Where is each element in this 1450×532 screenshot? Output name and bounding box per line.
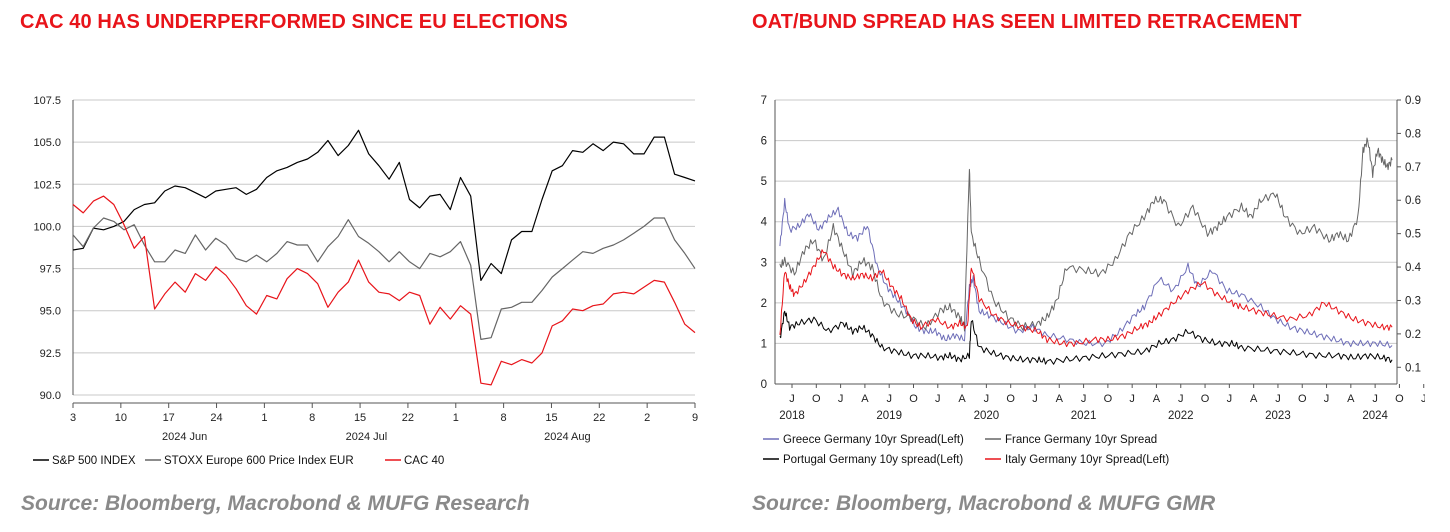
y-left-tick-label: 1 (761, 338, 767, 350)
x-tick-label: 1 (261, 412, 267, 424)
legend-label: S&P 500 INDEX (52, 455, 136, 467)
x-month-tick-label: J (1129, 393, 1135, 405)
y-left-tick-label: 2 (761, 298, 767, 310)
legend-label: France Germany 10yr Spread (1005, 434, 1157, 446)
x-month-tick-label: J (789, 393, 795, 405)
x-month-tick-label: A (1347, 393, 1355, 405)
x-tick-label: 22 (593, 412, 605, 424)
series-line-1 (72, 129, 696, 281)
y-tick-label: 102.5 (33, 179, 61, 191)
legend-label: Greece Germany 10yr Spread(Left) (783, 434, 964, 446)
x-month-tick-label: J (1032, 393, 1038, 405)
series-line-2 (779, 137, 1393, 332)
y-right-tick-label: 0.4 (1405, 262, 1422, 274)
y-right-tick-label: 0.9 (1405, 95, 1421, 107)
x-month-tick-label: A (1056, 393, 1064, 405)
x-month-label: 2024 Jun (162, 431, 207, 443)
legend-label: Italy Germany 10yr Spread(Left) (1005, 454, 1169, 466)
x-tick-label: 3 (70, 412, 76, 424)
y-left-tick-label: 0 (761, 379, 767, 391)
x-year-label: 2021 (1071, 410, 1097, 422)
y-tick-label: 95.0 (40, 306, 61, 318)
x-year-label: 2022 (1168, 410, 1194, 422)
y-tick-label: 105.0 (33, 137, 61, 149)
x-tick-label: 15 (545, 412, 557, 424)
x-tick-label: 24 (210, 412, 222, 424)
x-month-tick-label: J (1275, 393, 1281, 405)
y-right-tick-label: 0.6 (1405, 195, 1421, 207)
legend-label: CAC 40 (404, 455, 444, 467)
series-line-2 (72, 217, 696, 340)
x-tick-label: 1 (453, 412, 459, 424)
x-month-tick-label: A (1250, 393, 1258, 405)
x-month-tick-label: J (886, 393, 892, 405)
x-tick-label: 2 (644, 412, 650, 424)
x-year-label: 2020 (974, 410, 1000, 422)
x-month-label: 2024 Jul (346, 431, 388, 443)
x-month-tick-label: J (935, 393, 941, 405)
x-month-tick-label: A (861, 393, 869, 405)
x-month-tick-label: O (909, 393, 918, 405)
x-month-tick-label: O (1298, 393, 1307, 405)
y-right-tick-label: 0.8 (1405, 128, 1421, 140)
series-line-3 (779, 310, 1393, 365)
x-month-tick-label: J (1081, 393, 1087, 405)
legend-label: STOXX Europe 600 Price Index EUR (164, 455, 354, 467)
legend-label: Portugal Germany 10y spread(Left) (783, 454, 963, 466)
y-tick-label: 92.5 (40, 348, 61, 360)
x-tick-label: 10 (115, 412, 127, 424)
y-left-tick-label: 3 (761, 257, 767, 269)
y-right-tick-label: 0.1 (1405, 362, 1421, 374)
left-chart-title: CAC 40 HAS UNDERPERFORMED SINCE EU ELECT… (20, 11, 568, 33)
x-month-tick-label: O (812, 393, 821, 405)
y-left-tick-label: 4 (761, 217, 768, 229)
x-tick-label: 8 (501, 412, 507, 424)
x-month-tick-label: J (1372, 393, 1378, 405)
y-tick-label: 107.5 (33, 95, 61, 107)
x-tick-label: 22 (402, 412, 414, 424)
x-month-tick-label: J (838, 393, 844, 405)
x-year-label: 2018 (779, 410, 805, 422)
chart-left: 107.5 105.0 102.5 100.0 97.5 95.0 92.5 90.0 3 10 1… (33, 95, 698, 467)
x-month-tick-label: O (1395, 393, 1404, 405)
y-right-tick-label: 0.7 (1405, 162, 1421, 174)
right-chart-title: OAT/BUND SPREAD HAS SEEN LIMITED RETRACE… (752, 11, 1302, 33)
x-month-tick-label: J (1178, 393, 1184, 405)
y-right-tick-label: 0.5 (1405, 229, 1421, 241)
y-left-tick-label: 6 (761, 136, 767, 148)
series-line-4 (779, 249, 1393, 348)
series-line-1 (779, 197, 1393, 349)
x-tick-label: 17 (163, 412, 175, 424)
x-month-tick-label: J (1324, 393, 1330, 405)
right-source: Source: Bloomberg, Macrobond & MUFG GMR (752, 492, 1216, 515)
x-year-label: 2024 (1362, 410, 1388, 422)
x-tick-label: 9 (692, 412, 698, 424)
x-month-label: 2024 Aug (544, 431, 591, 443)
y-tick-label: 97.5 (40, 264, 61, 276)
y-left-tick-label: 7 (761, 95, 767, 107)
x-month-tick-label: O (1201, 393, 1210, 405)
x-month-tick-label: J (1421, 393, 1425, 405)
x-month-tick-label: A (1153, 393, 1161, 405)
x-tick-label: 15 (354, 412, 366, 424)
left-source: Source: Bloomberg, Macrobond & MUFG Rese… (21, 492, 530, 515)
x-month-tick-label: J (1227, 393, 1233, 405)
chart-right: 7 6 5 4 3 2 1 0 0.9 0.8 0.7 0.6 0.5 0.4 0.3 0.2 0.1 J O J A J… (761, 95, 1425, 466)
x-year-label: 2023 (1265, 410, 1291, 422)
series-line-3 (72, 195, 696, 386)
x-month-tick-label: O (1006, 393, 1015, 405)
y-right-tick-label: 0.3 (1405, 295, 1421, 307)
y-right-tick-label: 0.2 (1405, 329, 1421, 341)
x-month-tick-label: J (984, 393, 990, 405)
y-tick-label: 90.0 (40, 390, 61, 402)
y-left-tick-label: 5 (761, 176, 767, 188)
x-month-tick-label: A (958, 393, 966, 405)
x-year-label: 2019 (876, 410, 902, 422)
y-tick-label: 100.0 (33, 221, 61, 233)
x-month-tick-label: O (1104, 393, 1113, 405)
x-tick-label: 8 (309, 412, 315, 424)
